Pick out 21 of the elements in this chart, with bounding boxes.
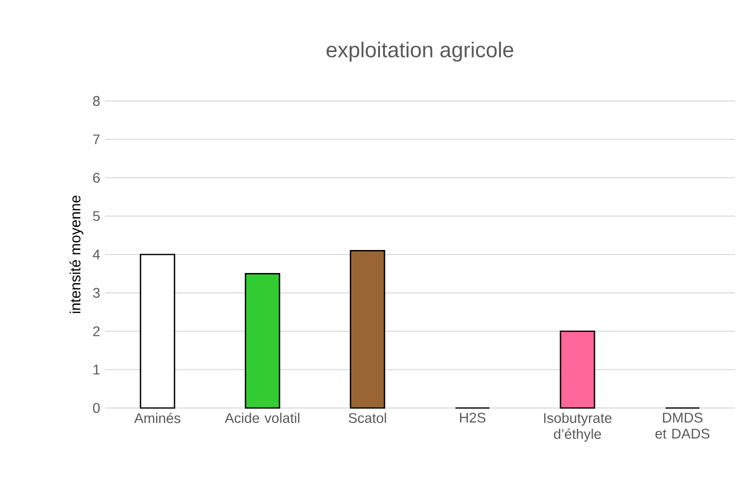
y-tick-label: 5 [93,211,100,222]
y-tick-label: 6 [93,172,100,183]
y-tick-label: 7 [93,134,100,144]
y-tick-label: 2 [93,326,100,336]
x-tick-label: DMDS et DADS [655,412,710,439]
y-tick-label: 1 [94,364,100,374]
bar [350,250,386,409]
x-tick-label: Isobutyrate d’éthyle [544,412,612,442]
y-tick-label: 3 [93,288,100,298]
x-tick-label: Scatol [348,412,386,423]
bar [140,254,176,409]
y-tick-label: 4 [92,250,100,260]
x-tick-label: Aminés [134,412,180,424]
y-tick-label: 8 [93,96,100,106]
y-tick-label: 0 [93,403,100,413]
chart-title: exploitation agricole [326,42,514,62]
y-axis-title: intensité moyenne [70,196,84,314]
bar [560,330,596,409]
x-tick-label: Acide volatil [224,412,300,423]
bar [244,273,280,409]
x-tick-label: H2S [460,412,486,423]
